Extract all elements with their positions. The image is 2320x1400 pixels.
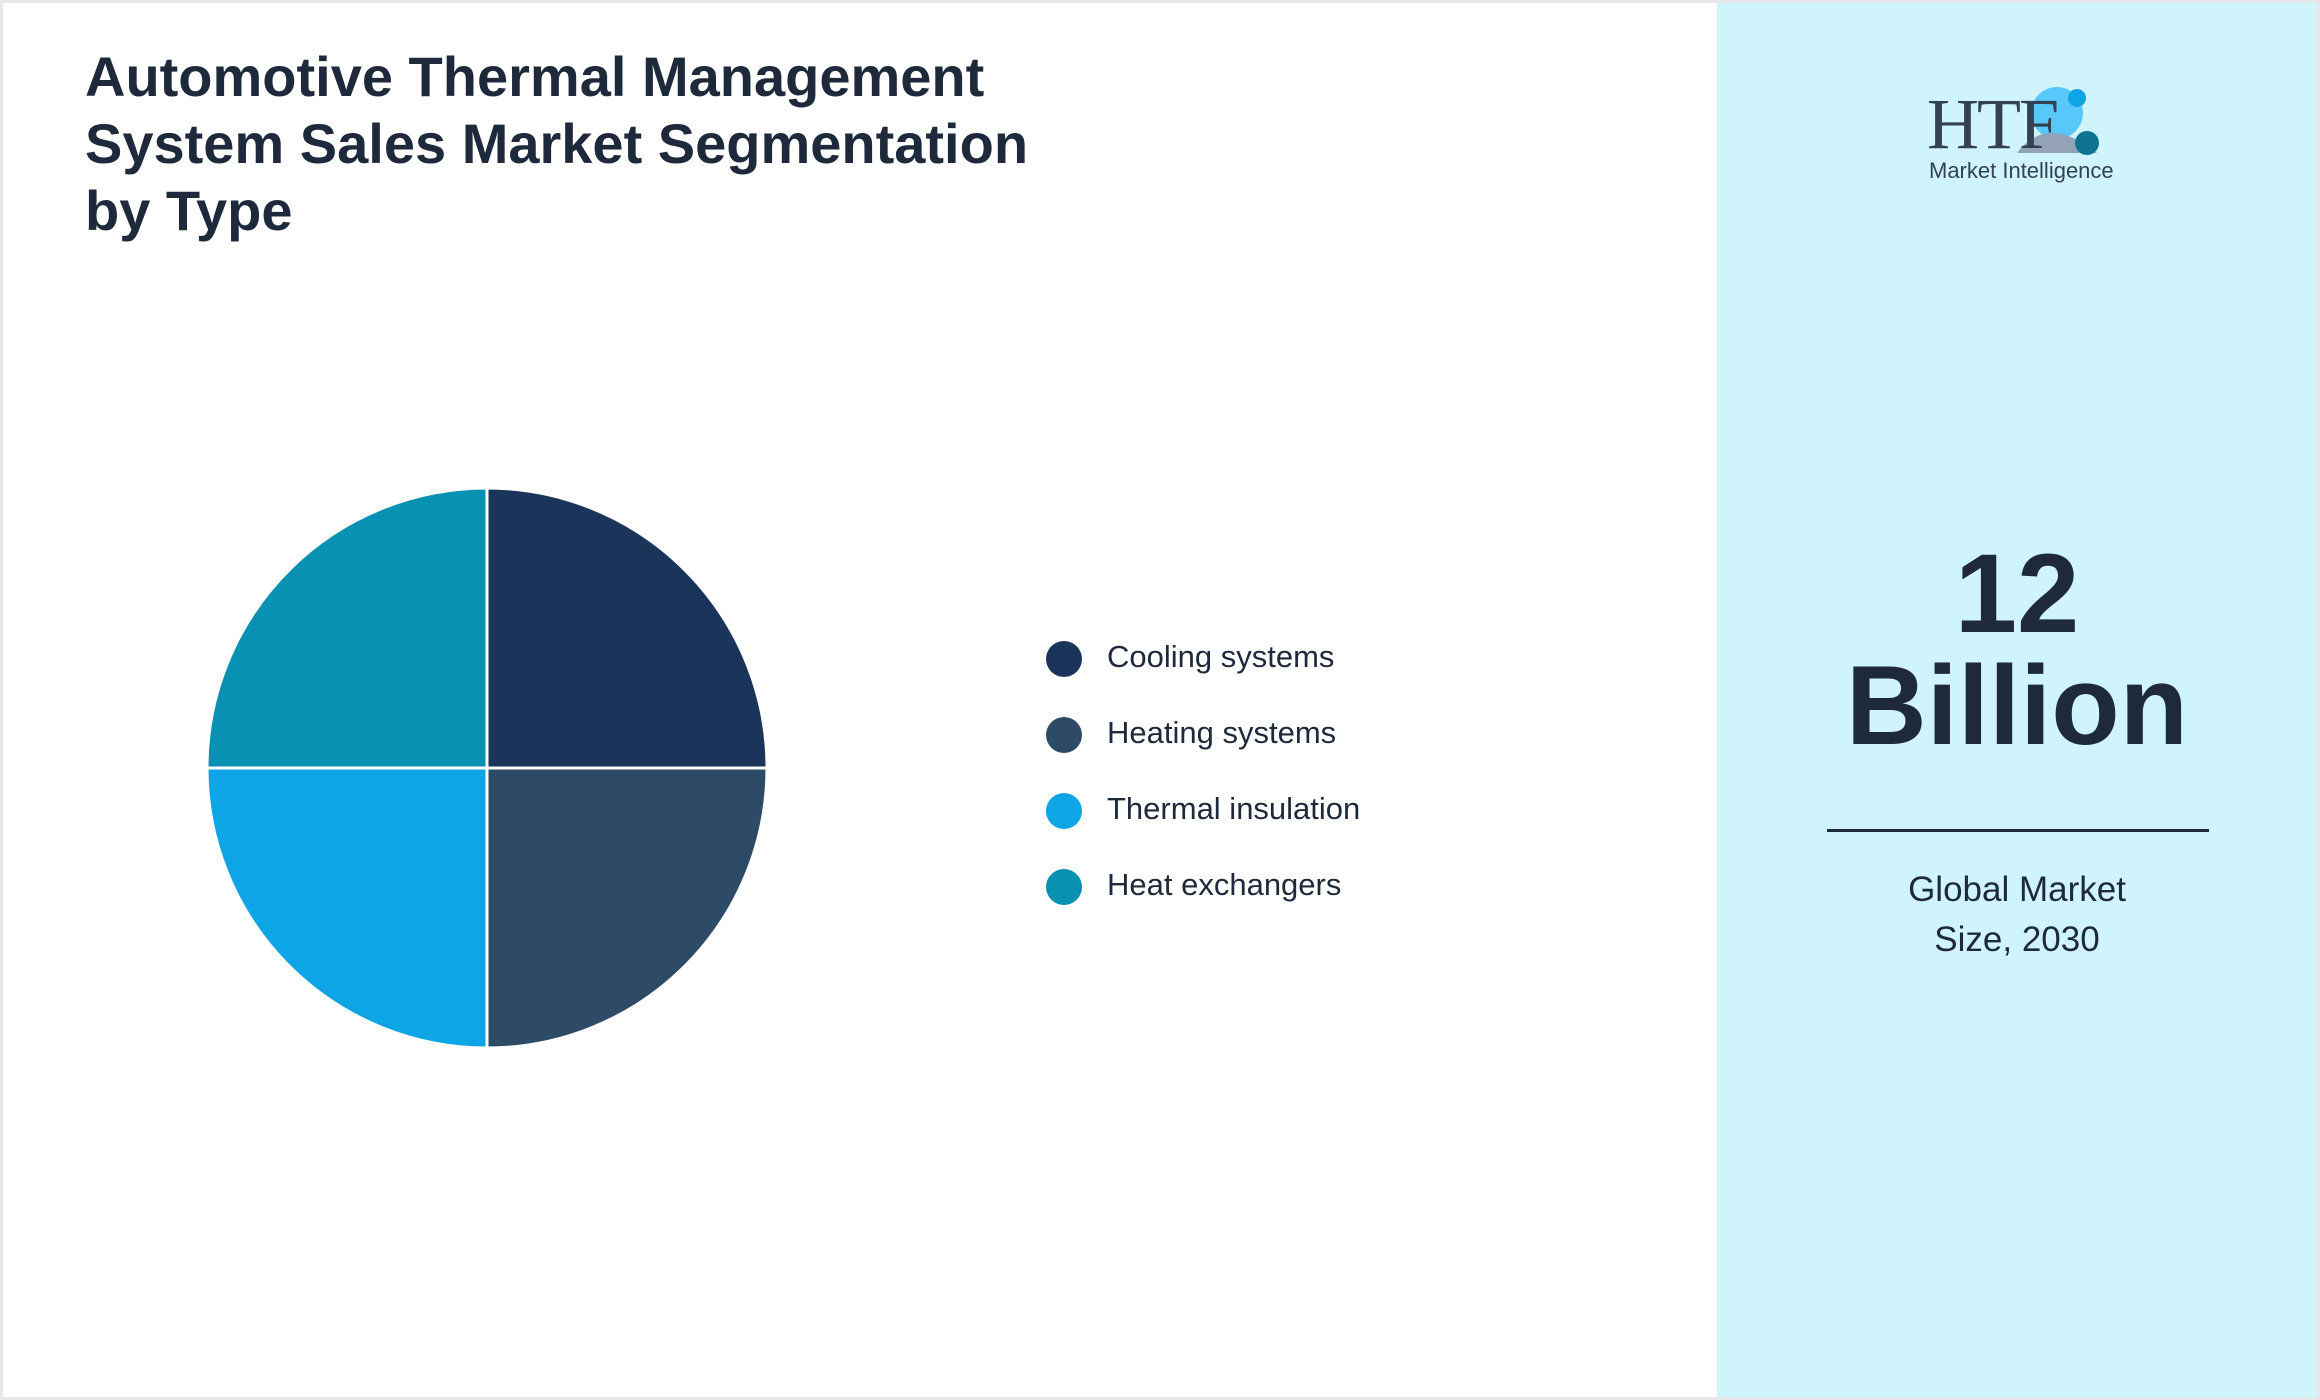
legend-label: Heating systems — [1107, 715, 1336, 750]
legend-marker — [1046, 717, 1082, 753]
legend-label: Thermal insulation — [1107, 791, 1360, 826]
legend-label: Cooling systems — [1107, 639, 1334, 674]
chart-title: Automotive Thermal Management System Sal… — [85, 45, 1029, 242]
logo-brand: HTF — [1927, 84, 2059, 164]
legend-marker — [1046, 869, 1082, 905]
market-size-caption: Global Market Size, 2030 — [1908, 870, 2126, 959]
legend-label: Heat exchangers — [1107, 867, 1341, 902]
logo-tagline: Market Intelligence — [1929, 158, 2114, 183]
pie-slice — [485, 766, 769, 1050]
market-size: 12 Billion — [1845, 531, 2189, 768]
side-panel: HTF Market Intelligence 12 Billion Globa… — [1717, 3, 2317, 1397]
chart: Cooling systems Heating systems Thermal in… — [205, 486, 1360, 1050]
pie-slice — [205, 486, 489, 770]
legend-marker — [1046, 793, 1082, 829]
pie-slice — [205, 766, 489, 1050]
pie-slice — [485, 486, 769, 770]
divider — [1827, 829, 2209, 832]
legend-marker — [1046, 641, 1082, 677]
logo-graphic — [2017, 87, 2099, 155]
